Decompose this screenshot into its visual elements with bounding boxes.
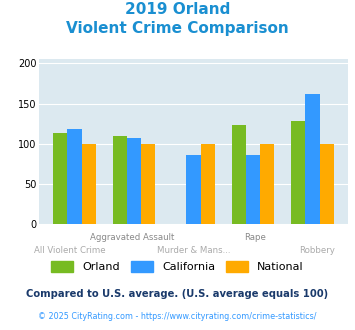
- Bar: [141, 144, 155, 224]
- Text: Robbery: Robbery: [299, 246, 335, 255]
- Bar: [186, 155, 201, 224]
- Bar: [246, 155, 260, 224]
- Legend: Orland, California, National: Orland, California, National: [51, 261, 304, 273]
- Bar: [201, 144, 215, 224]
- Bar: [67, 129, 82, 224]
- Text: Murder & Mans...: Murder & Mans...: [157, 246, 230, 255]
- Bar: [260, 144, 274, 224]
- Text: © 2025 CityRating.com - https://www.cityrating.com/crime-statistics/: © 2025 CityRating.com - https://www.city…: [38, 312, 317, 321]
- Text: Violent Crime Comparison: Violent Crime Comparison: [66, 21, 289, 36]
- Text: All Violent Crime: All Violent Crime: [34, 246, 106, 255]
- Text: 2019 Orland: 2019 Orland: [125, 2, 230, 16]
- Bar: [127, 138, 141, 224]
- Bar: [53, 133, 67, 224]
- Text: Compared to U.S. average. (U.S. average equals 100): Compared to U.S. average. (U.S. average …: [26, 289, 329, 299]
- Bar: [82, 144, 96, 224]
- Text: Aggravated Assault: Aggravated Assault: [89, 233, 174, 242]
- Bar: [305, 94, 320, 224]
- Text: Rape: Rape: [244, 233, 266, 242]
- Bar: [291, 121, 305, 224]
- Bar: [320, 144, 334, 224]
- Bar: [113, 136, 127, 224]
- Bar: [231, 125, 246, 224]
